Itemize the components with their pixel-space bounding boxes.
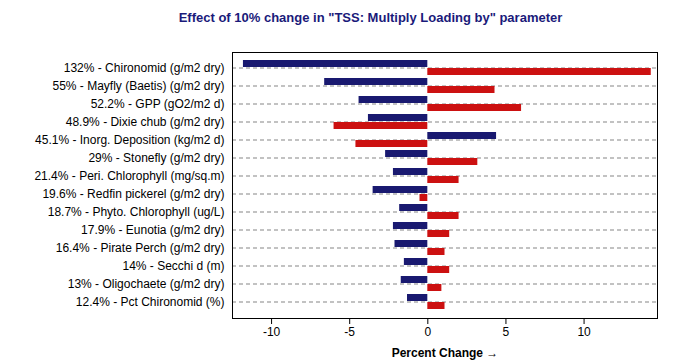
svg-text:45.1% - Inorg. Deposition (kg/: 45.1% - Inorg. Deposition (kg/m2 d)	[35, 133, 224, 147]
svg-text:0: 0	[424, 325, 431, 339]
svg-text:12.4% - Pct Chironomid (%): 12.4% - Pct Chironomid (%)	[76, 295, 225, 309]
svg-text:10: 10	[577, 325, 591, 339]
svg-text:29% - Stonefly (g/m2 dry): 29% - Stonefly (g/m2 dry)	[88, 151, 224, 165]
svg-text:14% - Secchi d (m): 14% - Secchi d (m)	[122, 259, 224, 273]
svg-text:21.4% - Peri. Chlorophyll (mg/: 21.4% - Peri. Chlorophyll (mg/sq.m)	[34, 169, 224, 183]
svg-text:Percent Change →: Percent Change →	[392, 346, 499, 360]
svg-text:55% - Mayfly (Baetis) (g/m2 dr: 55% - Mayfly (Baetis) (g/m2 dry)	[52, 79, 224, 93]
svg-text:18.7% - Phyto. Chlorophyll (ug: 18.7% - Phyto. Chlorophyll (ug/L)	[48, 205, 225, 219]
svg-text:16.4% - Pirate Perch (g/m2 dry: 16.4% - Pirate Perch (g/m2 dry)	[56, 241, 225, 255]
svg-text:17.9% - Eunotia (g/m2 dry): 17.9% - Eunotia (g/m2 dry)	[81, 223, 224, 237]
svg-text:19.6% - Redfin pickerel (g/m2: 19.6% - Redfin pickerel (g/m2 dry)	[42, 187, 224, 201]
svg-text:52.2% - GPP (gO2/m2 d): 52.2% - GPP (gO2/m2 d)	[91, 97, 225, 111]
html-text:Effect of 10% change in "TSS:: Effect of 10% change in "TSS: Multiply L…	[178, 10, 563, 25]
svg-text:48.9% - Dixie chub (g/m2 dry): 48.9% - Dixie chub (g/m2 dry)	[66, 115, 225, 129]
svg-text:13% - Oligochaete (g/m2 dry): 13% - Oligochaete (g/m2 dry)	[68, 277, 225, 291]
svg-text:-10: -10	[263, 325, 281, 339]
svg-text:-5: -5	[344, 325, 355, 339]
svg-text:132% - Chironomid (g/m2 dry): 132% - Chironomid (g/m2 dry)	[64, 61, 225, 75]
svg-text:5: 5	[503, 325, 510, 339]
